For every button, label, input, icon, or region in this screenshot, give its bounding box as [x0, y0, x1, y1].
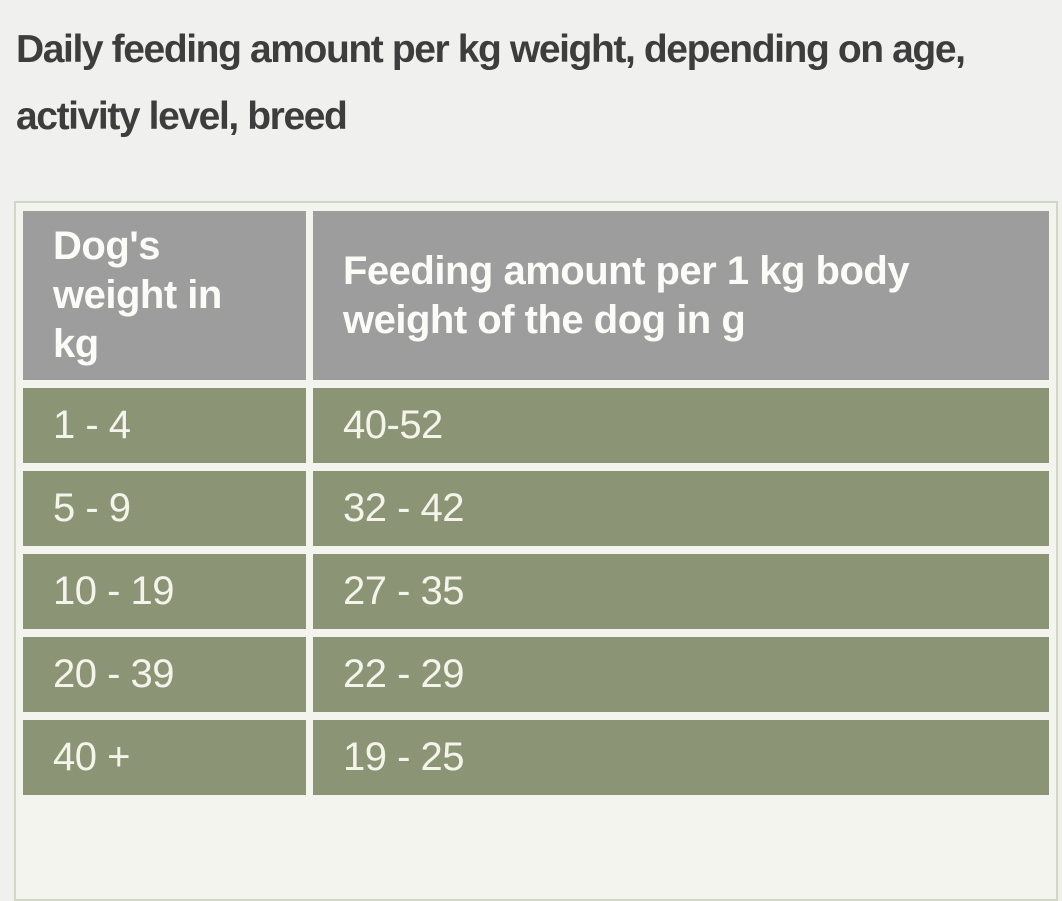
column-header-dog-weight: Dog's weight in kg: [23, 211, 306, 380]
table-row: 40 + 19 - 25: [23, 720, 1049, 795]
weight-cell: 10 - 19: [23, 554, 306, 629]
page-title-line-1: Daily feeding amount per kg weight, depe…: [16, 28, 966, 71]
header-row: Dog's weight in kg Feeding amount per 1 …: [23, 211, 1049, 380]
amount-cell: 22 - 29: [313, 637, 1049, 712]
table-row: 10 - 19 27 - 35: [23, 554, 1049, 629]
feeding-table-container: Dog's weight in kg Feeding amount per 1 …: [14, 201, 1058, 901]
weight-cell: 40 +: [23, 720, 306, 795]
weight-cell: 1 - 4: [23, 388, 306, 463]
amount-cell: 32 - 42: [313, 471, 1049, 546]
page-title: Daily feeding amount per kg weight, depe…: [16, 16, 1046, 150]
amount-cell: 19 - 25: [313, 720, 1049, 795]
page-title-line-2: activity level, breed: [16, 95, 348, 138]
amount-cell: 40-52: [313, 388, 1049, 463]
amount-cell: 27 - 35: [313, 554, 1049, 629]
weight-cell: 20 - 39: [23, 637, 306, 712]
table-row: 1 - 4 40-52: [23, 388, 1049, 463]
table-row: 5 - 9 32 - 42: [23, 471, 1049, 546]
table-row: 20 - 39 22 - 29: [23, 637, 1049, 712]
feeding-table: Dog's weight in kg Feeding amount per 1 …: [16, 203, 1056, 803]
weight-cell: 5 - 9: [23, 471, 306, 546]
column-header-feeding-amount: Feeding amount per 1 kg body weight of t…: [313, 211, 1049, 380]
